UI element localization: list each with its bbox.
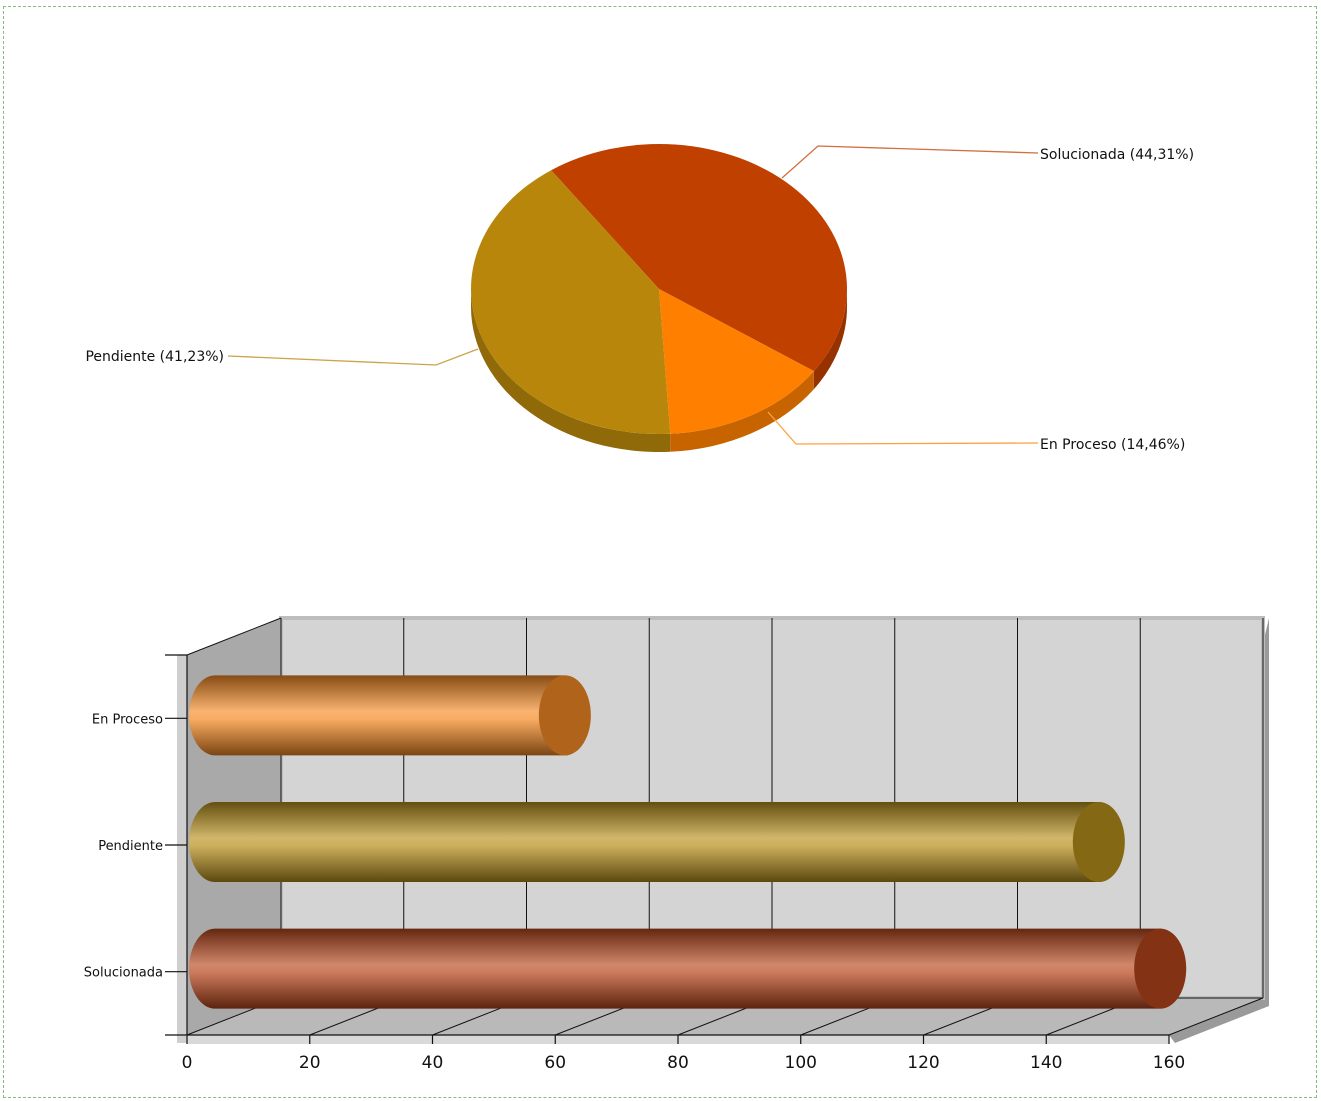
x-tick-label: 60 — [544, 1053, 566, 1073]
bar-pendiente — [189, 802, 1125, 882]
pie-leader-line — [227, 348, 479, 366]
x-tick-label: 0 — [182, 1053, 193, 1073]
bar-chart-left-wall-edge — [177, 655, 187, 1043]
left-wall-top-edge — [186, 617, 282, 656]
bar-en-proceso — [189, 675, 591, 756]
pie-chart: Solucionada (44,31%) En Proceso (14,46%) P… — [85, 143, 1194, 453]
pie-slice-pendiente — [470, 170, 671, 434]
pie-label: Solucionada (44,31%) — [1040, 147, 1194, 163]
y-tick-label: Solucionada — [84, 966, 163, 981]
pie-slice-side-pendiente — [471, 289, 671, 452]
x-tick-label: 100 — [785, 1053, 817, 1073]
x-tick-label: 160 — [1153, 1053, 1185, 1073]
x-tick-label: 80 — [667, 1053, 689, 1073]
x-tick-label: 20 — [299, 1053, 321, 1073]
bar-chart: 0 20 40 60 80 100 120 140 160 En Proceso Pendiente… — [84, 616, 1269, 1073]
pie-leader-line — [781, 145, 1039, 179]
pie-slice-side-en-proceso — [670, 371, 814, 452]
bar-solucionada — [189, 928, 1187, 1009]
y-tick-label: En Proceso — [92, 712, 163, 727]
x-tick-label: 120 — [907, 1053, 939, 1073]
bar-cap-solucionada — [1134, 928, 1187, 1009]
floor-gridline — [1168, 997, 1264, 1036]
pie-slice-solucionada — [551, 143, 847, 372]
bar-cap-pendiente — [1072, 802, 1125, 882]
bar-cap-en-proceso — [538, 675, 591, 756]
pie-slice-en-proceso — [659, 289, 814, 434]
pie-label: Pendiente (41,23%) — [85, 349, 224, 365]
x-tick-label: 40 — [422, 1053, 444, 1073]
pie-slice-side-solucionada — [813, 289, 847, 390]
pie-label: En Proceso (14,46%) — [1040, 437, 1185, 453]
x-tick-label: 140 — [1030, 1053, 1062, 1073]
y-tick-label: Pendiente — [98, 839, 163, 854]
pie-leader-line — [767, 411, 1039, 445]
